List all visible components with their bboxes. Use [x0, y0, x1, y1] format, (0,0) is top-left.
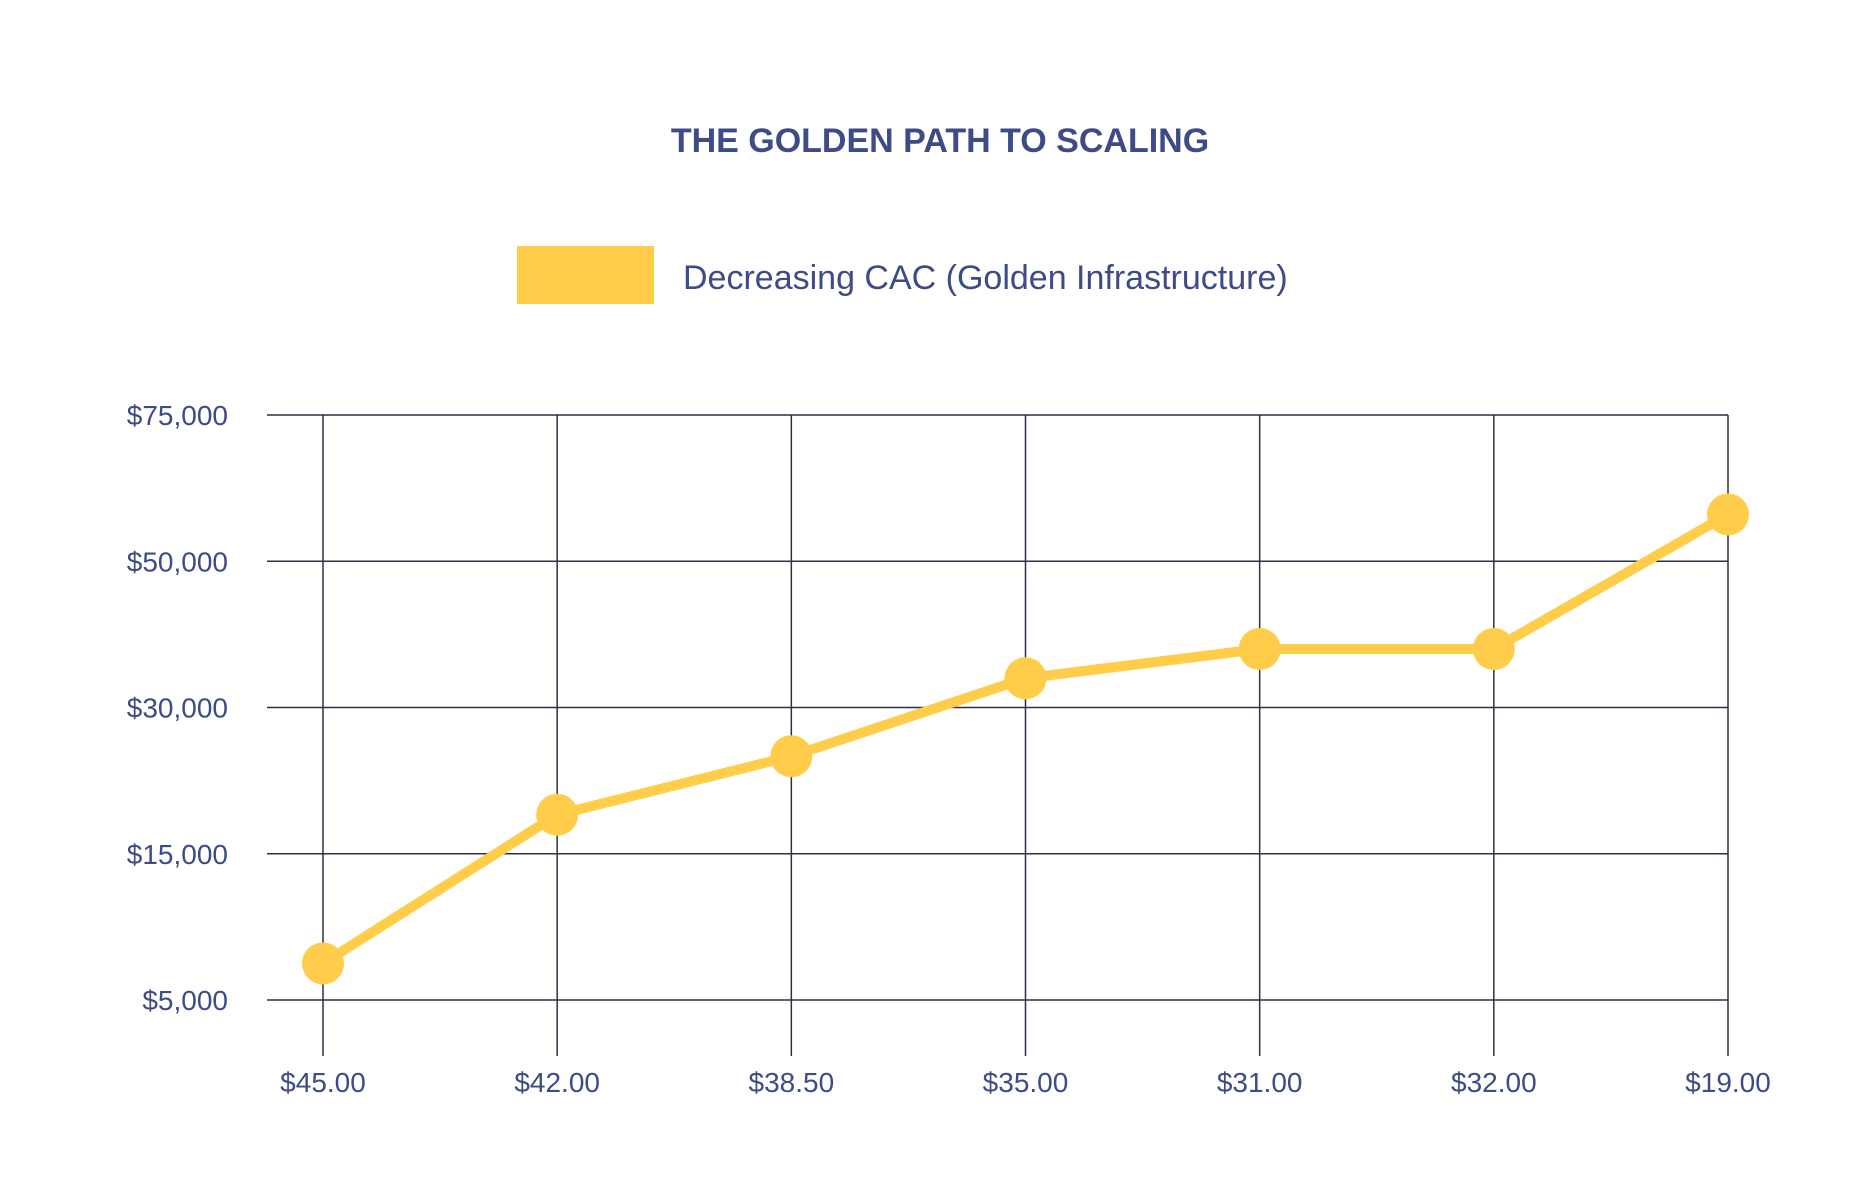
x-tick-label: $38.50 — [749, 1067, 835, 1098]
data-point — [302, 942, 344, 985]
x-tick-label: $35.00 — [983, 1067, 1069, 1098]
chart-title: THE GOLDEN PATH TO SCALING — [671, 122, 1209, 160]
series-decreasing-cac — [302, 493, 1749, 985]
legend: Decreasing CAC (Golden Infrastructure) — [517, 246, 1288, 304]
data-point — [1238, 628, 1281, 670]
x-tick-label: $32.00 — [1451, 1067, 1537, 1098]
horizontal-gridlines — [267, 414, 1728, 1001]
legend-label: Decreasing CAC (Golden Infrastructure) — [683, 259, 1288, 297]
y-tick-label: $5,000 — [142, 985, 228, 1016]
data-point — [1004, 657, 1047, 700]
y-tick-label: $30,000 — [127, 693, 228, 724]
x-tick-label: $42.00 — [514, 1067, 600, 1098]
legend-swatch — [517, 246, 654, 304]
y-tick-label: $75,000 — [127, 400, 228, 431]
y-axis-labels: $5,000 $15,000 $30,000 $50,000 $75,000 — [127, 400, 228, 1016]
x-tick-label: $45.00 — [280, 1067, 366, 1098]
data-point — [1472, 628, 1515, 670]
x-tick-label: $19.00 — [1685, 1067, 1771, 1098]
x-tick-label: $31.00 — [1217, 1067, 1303, 1098]
y-tick-label: $15,000 — [127, 839, 228, 870]
vertical-gridlines — [322, 415, 1729, 1056]
data-point — [770, 735, 813, 778]
x-axis-labels: $45.00 $42.00 $38.50 $35.00 $31.00 $32.00 $19.… — [280, 1067, 1771, 1098]
y-tick-label: $50,000 — [127, 546, 228, 577]
data-point — [536, 793, 579, 836]
data-point — [1707, 493, 1749, 536]
